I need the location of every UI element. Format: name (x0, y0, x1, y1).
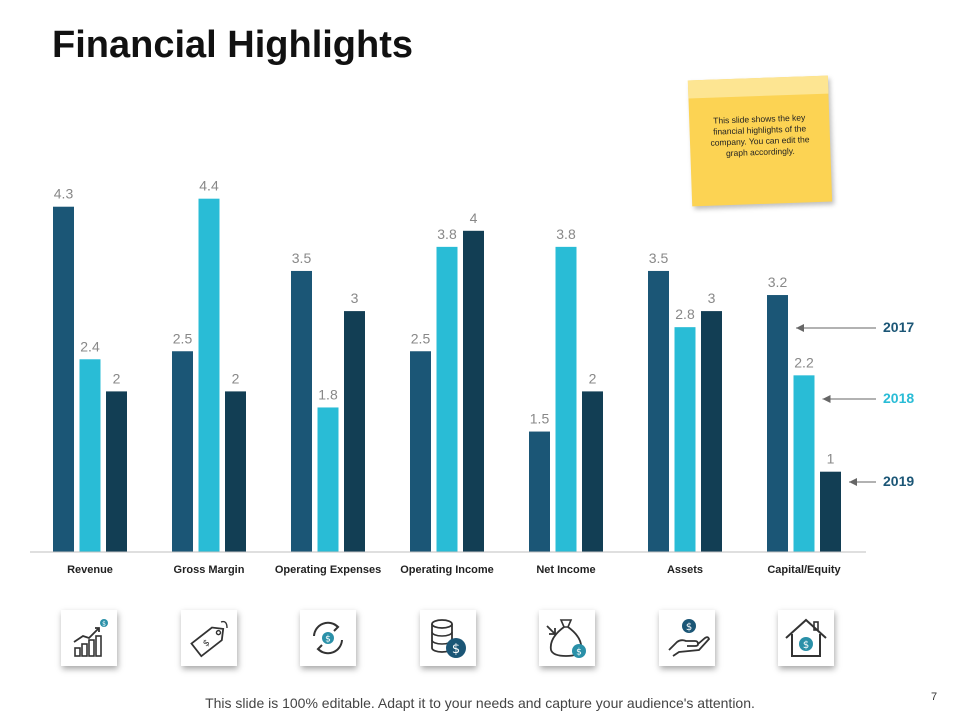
data-label-capital-equity-2017: 3.2 (768, 274, 788, 290)
bar-gross-margin-2017 (172, 351, 193, 552)
bar-revenue-2018 (79, 359, 101, 552)
legend-arrowhead-2018 (822, 395, 831, 403)
bar-net-income-2017 (529, 431, 550, 552)
data-label-operating-expenses-2018: 1.8 (318, 386, 338, 402)
svg-text:$: $ (325, 635, 331, 645)
data-label-gross-margin-2018: 4.4 (199, 178, 219, 194)
data-label-gross-margin-2019: 2 (232, 370, 240, 386)
data-label-operating-income-2017: 2.5 (411, 330, 431, 346)
bar-revenue-2017 (53, 206, 74, 552)
money-bag-icon: $ (539, 610, 595, 666)
bar-operating-expenses-2017 (291, 270, 312, 552)
data-label-net-income-2017: 1.5 (530, 411, 550, 427)
price-tag-icon: $ (181, 610, 237, 666)
data-label-net-income-2018: 3.8 (556, 226, 576, 242)
hand-coin-icon: $ (659, 610, 715, 666)
house-dollar-icon: $ (778, 610, 834, 666)
data-label-capital-equity-2019: 1 (827, 451, 835, 467)
bar-capital-equity-2017 (767, 295, 788, 552)
bar-capital-equity-2018 (793, 375, 815, 552)
cycle-money-icon: $ (300, 610, 356, 666)
data-label-capital-equity-2018: 2.2 (794, 354, 814, 370)
legend-arrowhead-2017 (796, 324, 804, 332)
data-label-revenue-2019: 2 (113, 370, 121, 386)
data-label-operating-income-2018: 3.8 (437, 226, 457, 242)
category-label-net-income: Net Income (536, 564, 595, 576)
data-label-assets-2019: 3 (708, 290, 716, 306)
bar-net-income-2018 (555, 246, 577, 553)
data-label-operating-income-2019: 4 (470, 210, 478, 226)
bar-operating-expenses-2018 (317, 407, 339, 552)
bar-assets-2017 (648, 270, 669, 552)
footer-text: This slide is 100% editable. Adapt it to… (205, 695, 755, 711)
bar-chart: 4.3 2.4 2 Revenue 2.5 4.4 2 Gross Margin 3.5 1.8 3… (30, 178, 914, 576)
bar-assets-2018 (674, 327, 696, 552)
svg-text:$: $ (576, 648, 582, 658)
category-label-assets: Assets (667, 564, 703, 576)
svg-text:$: $ (452, 642, 460, 657)
bar-operating-income-2017 (410, 351, 431, 552)
bar-revenue-2019 (106, 391, 127, 552)
data-label-assets-2017: 3.5 (649, 250, 669, 266)
page-title: Financial Highlights (52, 24, 414, 66)
coin-stack-icon: $ (420, 610, 476, 666)
legend-label-2017: 2017 (883, 319, 914, 335)
svg-text:$: $ (686, 622, 692, 633)
category-label-operating-income: Operating Income (400, 564, 494, 576)
svg-text:$: $ (201, 638, 212, 649)
data-label-operating-expenses-2019: 3 (351, 290, 359, 306)
data-label-gross-margin-2017: 2.5 (173, 330, 193, 346)
legend-arrowhead-2019 (849, 478, 857, 486)
data-label-operating-expenses-2017: 3.5 (292, 250, 312, 266)
category-label-gross-margin: Gross Margin (174, 564, 245, 576)
data-label-net-income-2019: 2 (589, 370, 597, 386)
page-number: 7 (931, 691, 938, 703)
category-label-operating-expenses: Operating Expenses (275, 564, 381, 576)
bar-assets-2019 (701, 311, 722, 552)
category-label-revenue: Revenue (67, 564, 113, 576)
growth-chart-icon: $ (61, 610, 117, 666)
bar-gross-margin-2019 (225, 391, 246, 552)
svg-text:$: $ (102, 621, 106, 628)
bar-operating-income-2019 (463, 230, 484, 553)
bar-operating-income-2018 (436, 246, 458, 553)
svg-text:$: $ (803, 640, 809, 651)
data-label-revenue-2017: 4.3 (54, 186, 74, 202)
bar-operating-expenses-2019 (344, 311, 365, 552)
bar-capital-equity-2019 (820, 471, 841, 552)
category-label-capital-equity: Capital/Equity (767, 564, 841, 576)
bar-gross-margin-2018 (198, 198, 220, 552)
data-label-revenue-2018: 2.4 (80, 338, 100, 354)
bar-net-income-2019 (582, 391, 603, 552)
data-label-assets-2018: 2.8 (675, 306, 695, 322)
legend-label-2018: 2018 (883, 390, 914, 406)
legend-label-2019: 2019 (883, 473, 914, 489)
